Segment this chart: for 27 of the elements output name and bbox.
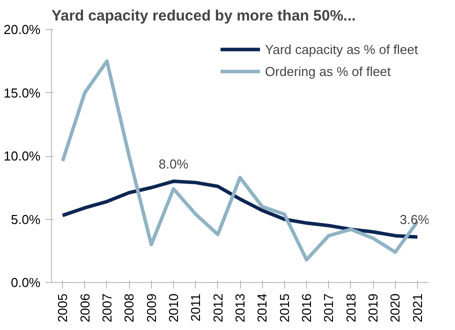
x-tick-label: 2006 [77,294,92,322]
x-tick-label: 2018 [343,294,358,322]
chart-title: Yard capacity reduced by more than 50%... [52,8,356,24]
x-tick-label: 2016 [299,294,314,322]
y-tick-label: 0.0% [10,275,41,290]
x-tick-label: 2007 [99,294,114,322]
x-tick-label: 2010 [166,294,181,322]
x-tick-label: 2014 [254,294,270,322]
y-tick-label: 15.0% [4,85,41,100]
x-tick-label: 2012 [210,294,226,322]
x-tick-label: 2011 [188,293,204,322]
annotation: 8.0% [158,156,189,172]
x-tick-label: 2019 [366,294,381,322]
x-tick-label: 2009 [144,294,159,322]
legend-label: Yard capacity as % of fleet [265,42,418,56]
y-tick-label: 10.0% [4,148,41,164]
y-tick-label: 5.0% [10,212,41,227]
x-tick-label: 2017 [321,294,336,322]
x-tick-label: 2008 [122,294,137,322]
x-tick-label: 2005 [55,294,70,322]
annotation: 3.6% [400,212,430,227]
x-tick-label: 2013 [232,294,248,322]
x-tick-label: 2020 [388,294,403,322]
legend-label: Ordering as % of fleet [265,64,391,78]
y-tick-label: 20.0% [4,22,41,37]
x-tick-label: 2015 [276,294,292,322]
x-tick-label: 2021 [410,294,425,322]
